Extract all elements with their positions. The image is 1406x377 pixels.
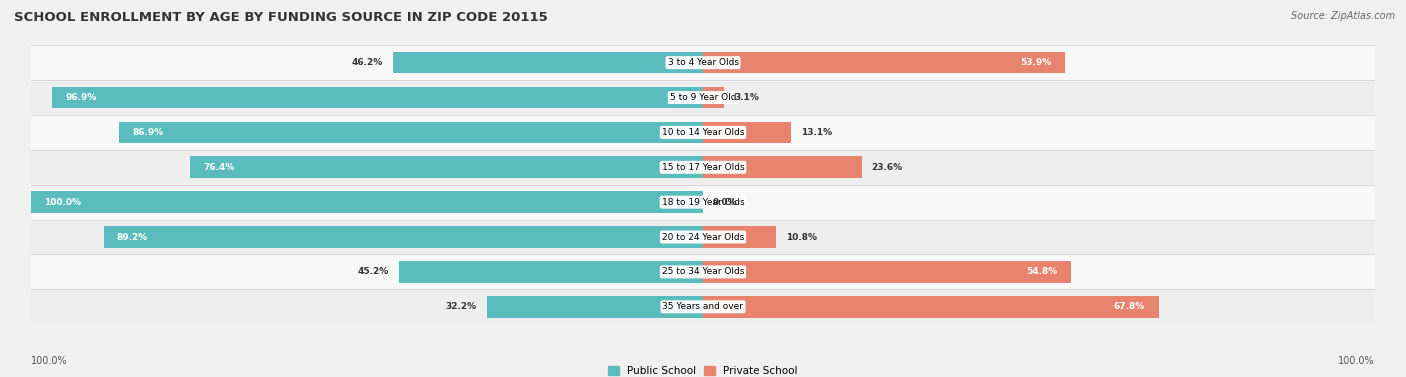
Text: 23.6%: 23.6% <box>872 163 903 172</box>
Text: Source: ZipAtlas.com: Source: ZipAtlas.com <box>1291 11 1395 21</box>
Text: 46.2%: 46.2% <box>352 58 382 67</box>
Bar <box>703 87 724 108</box>
Text: 76.4%: 76.4% <box>202 163 235 172</box>
Text: 35 Years and over: 35 Years and over <box>662 302 744 311</box>
Text: 53.9%: 53.9% <box>1021 58 1052 67</box>
Bar <box>31 254 1375 290</box>
Text: 89.2%: 89.2% <box>117 233 148 242</box>
Text: 32.2%: 32.2% <box>446 302 477 311</box>
Bar <box>52 87 703 108</box>
Bar <box>31 219 1375 254</box>
Bar <box>399 261 703 283</box>
Text: 25 to 34 Year Olds: 25 to 34 Year Olds <box>662 267 744 276</box>
Bar <box>31 192 703 213</box>
Bar <box>31 185 1375 219</box>
Text: SCHOOL ENROLLMENT BY AGE BY FUNDING SOURCE IN ZIP CODE 20115: SCHOOL ENROLLMENT BY AGE BY FUNDING SOUR… <box>14 11 548 24</box>
Bar <box>703 226 776 248</box>
Text: 3 to 4 Year Olds: 3 to 4 Year Olds <box>668 58 738 67</box>
Bar <box>190 156 703 178</box>
Legend: Public School, Private School: Public School, Private School <box>605 362 801 377</box>
Text: 5 to 9 Year Old: 5 to 9 Year Old <box>669 93 737 102</box>
Bar <box>703 261 1071 283</box>
Text: 10 to 14 Year Olds: 10 to 14 Year Olds <box>662 128 744 137</box>
Text: 0.0%: 0.0% <box>713 198 738 207</box>
Bar <box>120 122 703 143</box>
Bar <box>31 290 1375 324</box>
Bar <box>31 150 1375 185</box>
Text: 100.0%: 100.0% <box>31 356 67 366</box>
Bar <box>392 52 703 74</box>
Text: 100.0%: 100.0% <box>45 198 82 207</box>
Bar <box>104 226 703 248</box>
Bar <box>31 115 1375 150</box>
Bar <box>31 80 1375 115</box>
Text: 67.8%: 67.8% <box>1114 302 1146 311</box>
Text: 100.0%: 100.0% <box>1339 356 1375 366</box>
Bar <box>703 156 862 178</box>
Bar <box>703 122 792 143</box>
Text: 86.9%: 86.9% <box>132 128 163 137</box>
Bar <box>31 45 1375 80</box>
Bar <box>486 296 703 317</box>
Text: 3.1%: 3.1% <box>734 93 759 102</box>
Text: 15 to 17 Year Olds: 15 to 17 Year Olds <box>662 163 744 172</box>
Text: 10.8%: 10.8% <box>786 233 817 242</box>
Text: 20 to 24 Year Olds: 20 to 24 Year Olds <box>662 233 744 242</box>
Text: 96.9%: 96.9% <box>65 93 97 102</box>
Text: 13.1%: 13.1% <box>801 128 832 137</box>
Text: 45.2%: 45.2% <box>359 267 389 276</box>
Bar <box>703 52 1066 74</box>
Text: 54.8%: 54.8% <box>1026 267 1057 276</box>
Text: 18 to 19 Year Olds: 18 to 19 Year Olds <box>662 198 744 207</box>
Bar <box>703 296 1159 317</box>
